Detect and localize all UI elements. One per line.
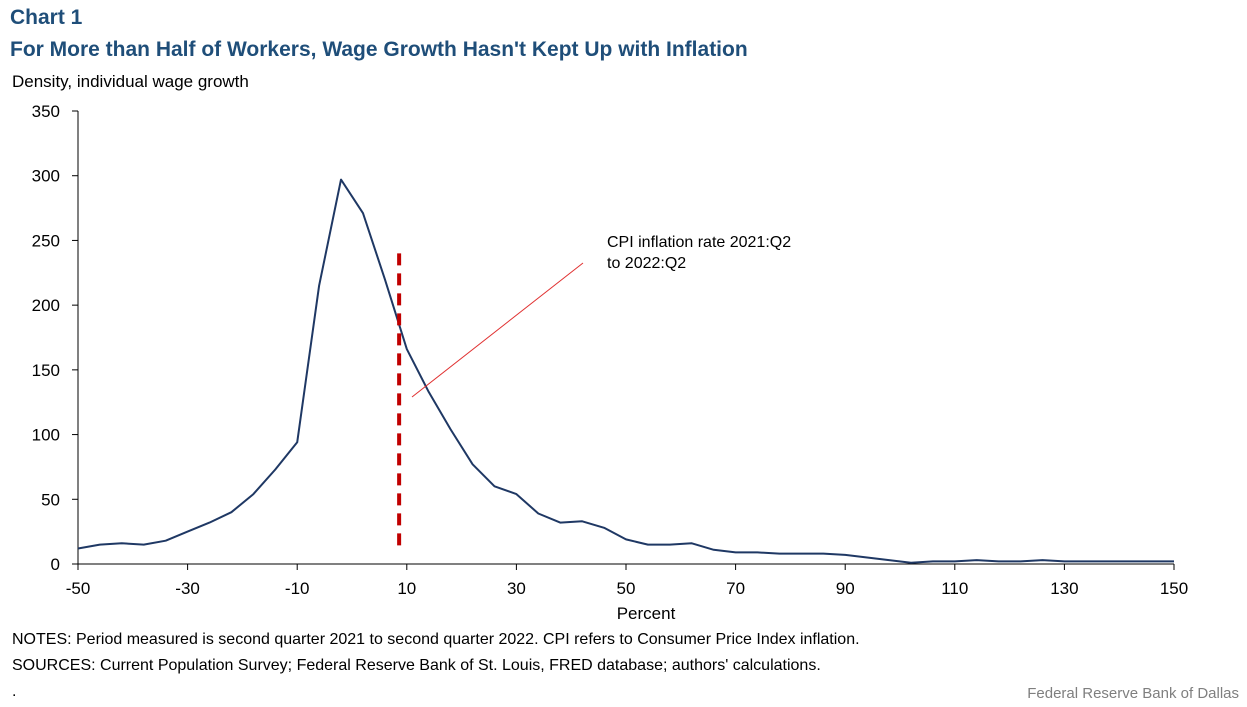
sources-text: SOURCES: Current Population Survey; Fede…: [12, 657, 821, 674]
credit-text: Federal Reserve Bank of Dallas: [1027, 685, 1239, 702]
y-axis-label: Density, individual wage growth: [12, 72, 249, 91]
density-line: [77, 178, 1174, 564]
y-tick-label: 50: [41, 490, 60, 509]
y-tick-label: 0: [51, 555, 60, 574]
notes-text: NOTES: Period measured is second quarter…: [12, 631, 860, 648]
annotation-text: to 2022:Q2: [607, 255, 686, 272]
y-tick-label: 200: [32, 296, 60, 315]
x-tick-label: -50: [66, 579, 91, 598]
y-tick-label: 250: [32, 231, 60, 250]
x-tick-label: 50: [617, 579, 636, 598]
chart-number: Chart 1: [10, 6, 83, 29]
annotation-leader-line: [411, 262, 584, 398]
x-tick-label: 70: [726, 579, 745, 598]
x-tick-label: 150: [1160, 579, 1188, 598]
x-tick-label: 30: [507, 579, 526, 598]
x-tick-label: -30: [175, 579, 200, 598]
y-tick-label: 300: [32, 167, 60, 186]
x-tick-label: 110: [941, 579, 968, 598]
annotation-text: CPI inflation rate 2021:Q2: [607, 234, 791, 251]
chart-title: For More than Half of Workers, Wage Grow…: [10, 38, 748, 61]
x-tick-label: 10: [397, 579, 416, 598]
y-tick-label: 350: [32, 102, 60, 121]
y-tick-label: 150: [32, 361, 60, 380]
x-tick-label: -10: [285, 579, 310, 598]
x-tick-label: 130: [1050, 579, 1078, 598]
y-tick-label: 100: [32, 426, 60, 445]
x-axis-title: Percent: [617, 604, 676, 623]
trailing-mark: .: [12, 683, 17, 700]
x-tick-label: 90: [836, 579, 855, 598]
